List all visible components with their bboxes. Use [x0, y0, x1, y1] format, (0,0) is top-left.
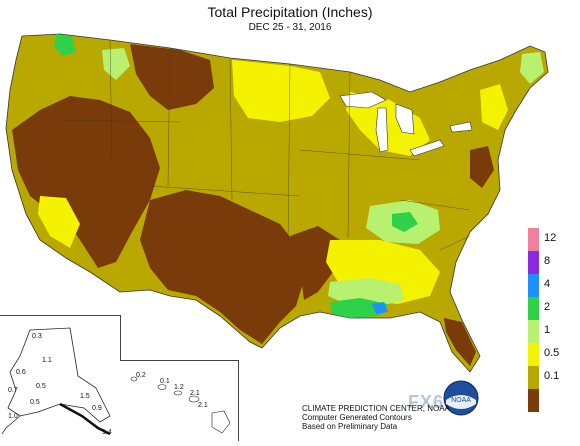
- legend-swatch: [528, 228, 539, 251]
- ak-value: 0.9: [92, 405, 102, 412]
- precipitation-legend: 12 8 4 2 1 0.5 0.1: [528, 228, 576, 414]
- dry-west: [12, 96, 160, 268]
- legend-label: 1: [544, 324, 551, 336]
- hi-value: 2.1: [198, 402, 208, 409]
- legend-swatch: [528, 297, 539, 320]
- ak-value: 0.6: [16, 369, 26, 376]
- legend-item: 1: [528, 320, 576, 343]
- legend-swatch: [528, 343, 539, 366]
- credits-line: Computer Generated Contours: [302, 413, 412, 422]
- alaska-inset: 0.3 1.1 0.6 0.7 0.5 0.5 1.5 0.9 1.4 1.0: [0, 315, 121, 441]
- legend-item: 4: [528, 274, 576, 297]
- dry-florida: [444, 318, 476, 366]
- wet-montana-north: [102, 48, 130, 80]
- credits-line: Based on Preliminary Data: [302, 422, 398, 431]
- legend-item: 0.1: [528, 366, 576, 389]
- legend-item: 8: [528, 251, 576, 274]
- lake-erie: [409, 139, 445, 157]
- legend-item: [528, 389, 576, 412]
- wet-california: [38, 196, 80, 248]
- noaa-logo-text: NOAA: [451, 397, 471, 404]
- wet-washington: [54, 34, 76, 56]
- ak-value: 1.1: [42, 357, 52, 364]
- hi-value: 2.1: [190, 390, 200, 397]
- legend-swatch: [528, 366, 539, 389]
- lake-ontario: [449, 121, 473, 133]
- legend-swatch: [528, 389, 539, 412]
- hawaii-map: 0.2 0.1 1.2 2.1 2.1: [130, 372, 231, 434]
- legend-label: 4: [544, 278, 551, 290]
- watermark-text: FX6: [408, 392, 445, 412]
- legend-item: 12: [528, 228, 576, 251]
- lake-michigan: [375, 107, 389, 153]
- hi-value: 0.2: [136, 372, 146, 379]
- wet-north-plains: [232, 60, 330, 122]
- wet-northeast: [480, 84, 508, 130]
- dry-new-york: [470, 146, 494, 188]
- map-title: Total Precipitation (Inches): [207, 4, 373, 20]
- legend-label: 0.5: [544, 347, 560, 359]
- wet-gulf-coast: [328, 278, 404, 306]
- state-boundaries: [59, 39, 471, 251]
- map-subtitle: DEC 25 - 31, 2016: [248, 22, 332, 33]
- dry-texas-east: [290, 226, 340, 300]
- legend-label: 12: [544, 232, 557, 244]
- hi-value: 1.2: [174, 384, 184, 391]
- wet-tn-core: [392, 212, 418, 232]
- legend-label: 0.1: [544, 370, 560, 382]
- ak-value: 1.4: [102, 429, 112, 436]
- hawaii-inset: 0.2 0.1 1.2 2.1 2.1: [120, 360, 239, 441]
- hi-value: 0.1: [160, 378, 170, 385]
- legend-swatch: [528, 320, 539, 343]
- noaa-logo-icon: NOAA: [443, 380, 479, 416]
- ak-value: 0.3: [32, 333, 42, 340]
- legend-label: 2: [544, 301, 551, 313]
- dry-northern-rockies: [130, 44, 214, 110]
- credits: CLIMATE PREDICTION CENTER, NOAA Computer…: [302, 404, 450, 431]
- ak-value: 0.5: [36, 383, 46, 390]
- ak-value: 1.0: [8, 413, 18, 420]
- lake-huron: [395, 103, 415, 135]
- ak-value: 0.5: [30, 399, 40, 406]
- legend-swatch: [528, 251, 539, 274]
- legend-label: 8: [544, 255, 551, 267]
- wet-alabama-coast: [330, 298, 388, 318]
- credits-line: CLIMATE PREDICTION CENTER, NOAA: [302, 404, 450, 413]
- legend-item: 2: [528, 297, 576, 320]
- legend-item: 0.5: [528, 343, 576, 366]
- lake-superior: [339, 91, 387, 109]
- legend-swatch: [528, 274, 539, 297]
- wet-maine: [520, 52, 544, 84]
- ak-value: 1.5: [80, 393, 90, 400]
- wet-max-spot: [372, 302, 388, 314]
- dry-central: [140, 190, 304, 344]
- ak-value: 0.7: [8, 387, 18, 394]
- alaska-map: 0.3 1.1 0.6 0.7 0.5 0.5 1.5 0.9 1.4 1.0: [1, 327, 112, 436]
